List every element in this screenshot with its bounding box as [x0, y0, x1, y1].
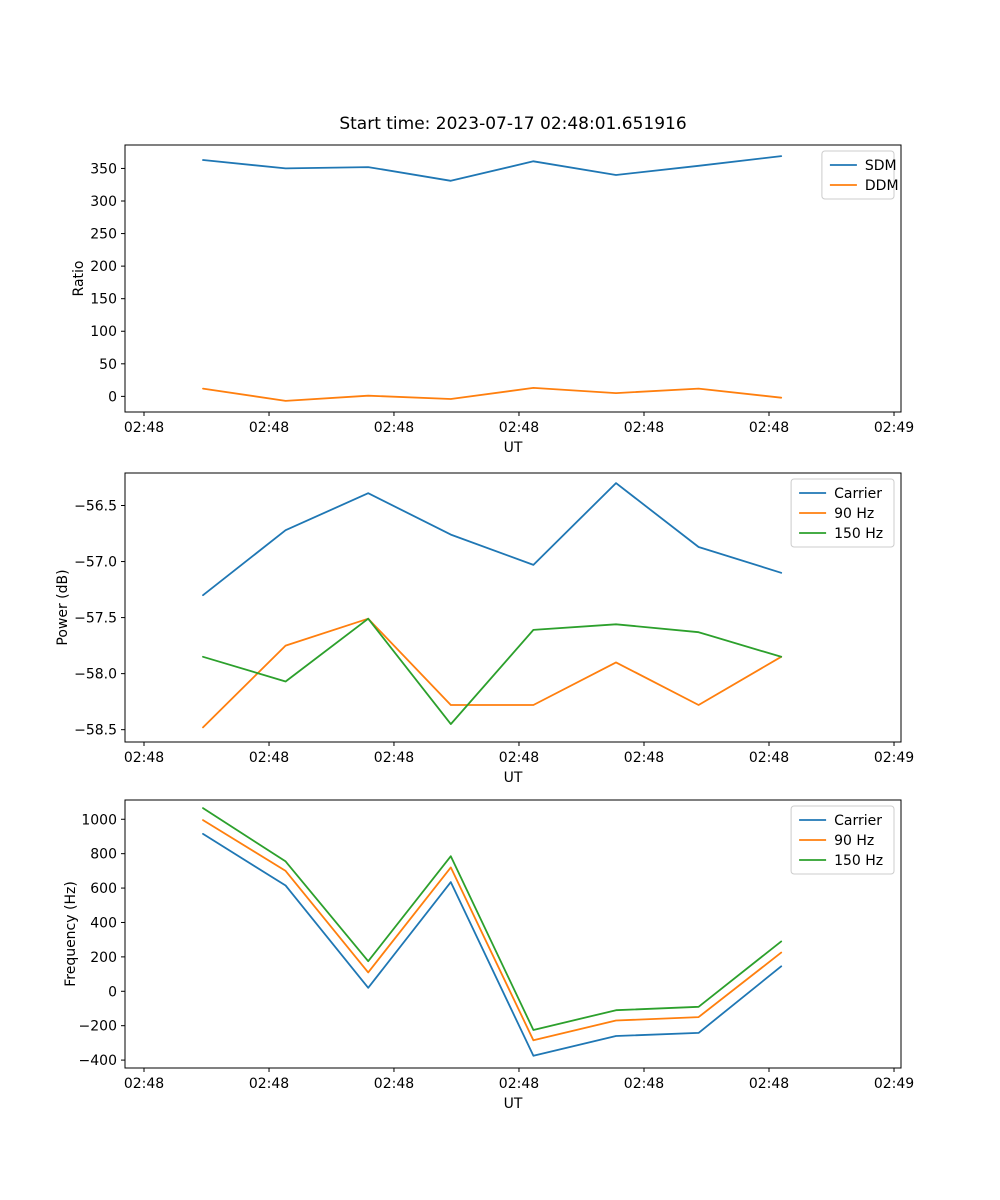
y-tick-label: 800 — [90, 847, 117, 863]
series-line-150 Hz — [202, 617, 783, 725]
y-tick-label: 50 — [99, 357, 117, 373]
x-tick-label: 02:48 — [249, 420, 289, 436]
x-tick-label: 02:48 — [499, 1076, 539, 1092]
x-tick-label: 02:48 — [124, 420, 164, 436]
chart-power: 02:48 02:48 02:48 02:48 02:48 02:48 02:49 −58.5… — [55, 472, 914, 786]
series-line-150 Hz — [202, 807, 783, 1031]
axes-spines — [124, 144, 902, 413]
legend-label: 150 Hz — [834, 853, 883, 869]
x-tick-label: 02:48 — [249, 750, 289, 766]
x-tick-label: 02:48 — [749, 420, 789, 436]
y-axis-label: Ratio — [71, 261, 87, 297]
x-tick-label: 02:48 — [749, 1076, 789, 1092]
x-tick-label: 02:48 — [624, 1076, 664, 1092]
legend-label: 150 Hz — [834, 526, 883, 542]
y-tick-label: −58.5 — [74, 723, 117, 739]
legend-label: Carrier — [834, 486, 882, 502]
y-tick-label: −57.5 — [74, 611, 117, 627]
x-tick-label: 02:48 — [374, 1076, 414, 1092]
legend-label: SDM — [865, 158, 897, 174]
y-tick-label: 1000 — [81, 812, 117, 828]
legend-box — [790, 478, 895, 548]
series-line-90 Hz — [202, 617, 783, 729]
y-tick-label: −57.0 — [74, 555, 117, 571]
legend-box — [790, 805, 895, 875]
x-tick-label: 02:48 — [374, 420, 414, 436]
y-tick-label: 200 — [90, 950, 117, 966]
x-tick-label: 02:48 — [499, 420, 539, 436]
series-line-SDM — [202, 155, 783, 182]
axes-spines — [124, 472, 902, 743]
y-tick-label: 150 — [90, 292, 117, 308]
x-tick-label: 02:48 — [624, 750, 664, 766]
y-tick-label: 100 — [90, 324, 117, 340]
series-line-90 Hz — [202, 819, 783, 1042]
y-tick-label: 200 — [90, 259, 117, 275]
x-tick-label: 02:48 — [624, 420, 664, 436]
x-tick-label: 02:48 — [749, 750, 789, 766]
x-tick-label: 02:49 — [874, 1076, 914, 1092]
x-tick-label: 02:49 — [874, 750, 914, 766]
x-tick-label: 02:49 — [874, 420, 914, 436]
legend-label: DDM — [865, 178, 899, 194]
y-tick-label: −200 — [79, 1019, 117, 1035]
x-axis-label: UT — [504, 1096, 523, 1112]
y-axis-label: Power (dB) — [55, 569, 71, 645]
x-tick-label: 02:48 — [374, 750, 414, 766]
legend-box — [821, 150, 895, 200]
axes-spines — [124, 799, 902, 1069]
y-tick-label: 0 — [108, 389, 117, 405]
y-tick-label: 250 — [90, 227, 117, 243]
y-axis-label: Frequency (Hz) — [63, 881, 79, 987]
figure-title: Start time: 2023-07-17 02:48:01.651916 — [339, 114, 687, 134]
y-tick-label: −56.5 — [74, 499, 117, 515]
y-tick-label: −400 — [79, 1053, 117, 1069]
legend-label: 90 Hz — [834, 506, 874, 522]
y-tick-label: 300 — [90, 194, 117, 210]
legend-label: 90 Hz — [834, 833, 874, 849]
chart-ratio: 02:48 02:48 02:48 02:48 02:48 02:48 02:49 0 50 10… — [71, 144, 914, 456]
x-axis-label: UT — [504, 770, 523, 786]
x-tick-label: 02:48 — [249, 1076, 289, 1092]
x-axis-label: UT — [504, 440, 523, 456]
y-tick-label: 400 — [90, 915, 117, 931]
series-line-DDM — [202, 386, 783, 402]
y-tick-label: 350 — [90, 161, 117, 177]
chart-frequency: 02:48 02:48 02:48 02:48 02:48 02:48 02:49 −400 −… — [63, 799, 914, 1112]
x-tick-label: 02:48 — [499, 750, 539, 766]
y-tick-label: 600 — [90, 881, 117, 897]
series-line-Carrier — [202, 833, 783, 1057]
legend-label: Carrier — [834, 813, 882, 829]
x-tick-label: 02:48 — [124, 750, 164, 766]
y-tick-label: −58.0 — [74, 667, 117, 683]
series-line-Carrier — [202, 482, 783, 597]
y-tick-label: 0 — [108, 984, 117, 1000]
x-tick-label: 02:48 — [124, 1076, 164, 1092]
